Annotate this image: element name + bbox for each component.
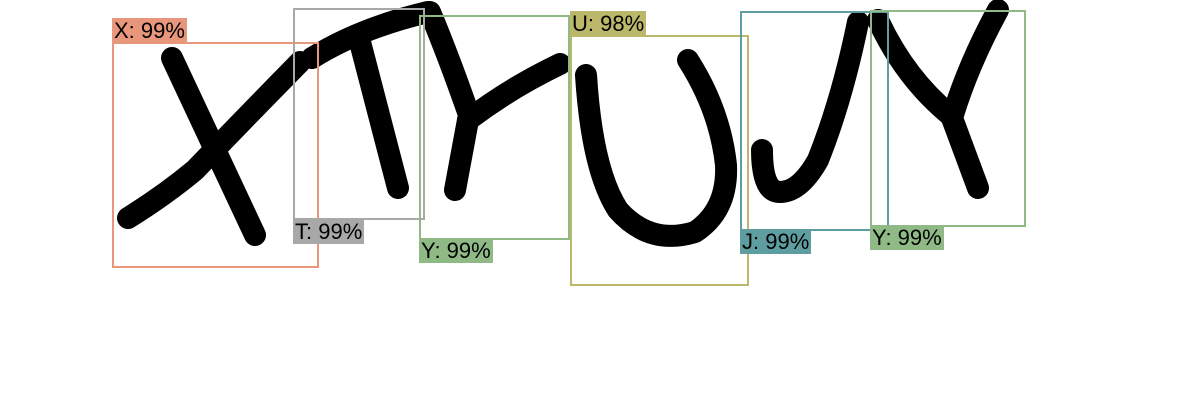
- glyph-y1: [419, 1, 571, 201]
- detection-box-j: [740, 11, 889, 231]
- glyph-y2: [867, 0, 1009, 199]
- glyph-t: [301, 1, 439, 199]
- detection-box-u: [570, 35, 749, 286]
- detection-label-j: J: 99%: [740, 229, 812, 254]
- glyph-u: [575, 49, 738, 247]
- detection-box-t: [293, 8, 425, 220]
- glyph-x: [117, 47, 311, 246]
- detection-label-y1: Y: 99%: [419, 238, 493, 263]
- detection-box-y2: [870, 10, 1026, 227]
- detection-label-x: X: 99%: [112, 18, 187, 43]
- detection-box-y1: [419, 15, 570, 240]
- detection-label-t: T: 99%: [293, 219, 365, 244]
- detection-label-y2: Y: 99%: [870, 225, 944, 250]
- glyph-j: [751, 11, 869, 203]
- detection-box-x: [112, 42, 319, 268]
- detection-label-u: U: 98%: [570, 11, 647, 36]
